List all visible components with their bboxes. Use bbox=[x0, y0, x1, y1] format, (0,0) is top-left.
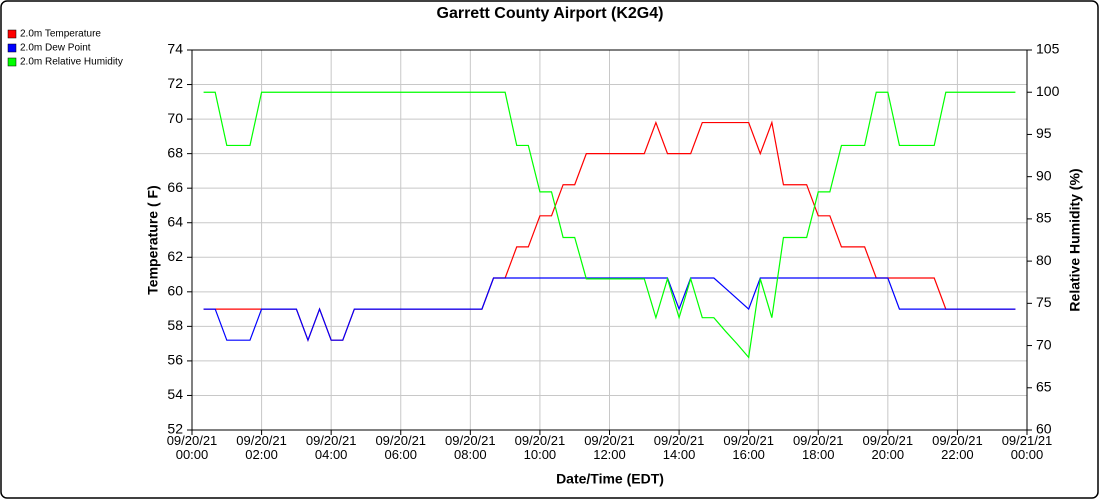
y2-axis-label: Relative Humidity (%) bbox=[1067, 168, 1083, 311]
y2-tick-label: 75 bbox=[1036, 294, 1052, 310]
y2-tick-label: 85 bbox=[1036, 210, 1052, 226]
y-tick-label: 58 bbox=[167, 317, 183, 333]
legend-label: 2.0m Dew Point bbox=[20, 43, 91, 54]
y-tick-label: 70 bbox=[167, 110, 183, 126]
y-tick-label: 56 bbox=[167, 352, 183, 368]
y-tick-label: 54 bbox=[167, 386, 183, 402]
x-tick-label: 09/20/21 20:00 bbox=[862, 433, 914, 462]
x-tick-label: 09/20/21 16:00 bbox=[723, 433, 774, 462]
x-tick-label: 09/20/21 02:00 bbox=[236, 433, 287, 462]
y-tick-label: 52 bbox=[167, 421, 183, 437]
series-line bbox=[203, 91, 1016, 359]
x-tick-label: 09/20/21 14:00 bbox=[653, 433, 705, 462]
y-tick-label: 72 bbox=[167, 75, 183, 91]
y-axis-label: Temperature ( F) bbox=[145, 185, 161, 294]
x-tick-label: 09/20/21 10:00 bbox=[514, 433, 566, 462]
y-tick-label: 64 bbox=[167, 213, 183, 229]
y2-tick-label: 70 bbox=[1036, 336, 1052, 352]
x-tick-label: 09/20/21 22:00 bbox=[932, 433, 983, 462]
y-tick-label: 74 bbox=[167, 41, 183, 57]
y2-tick-label: 65 bbox=[1036, 378, 1052, 394]
y2-tick-label: 95 bbox=[1036, 125, 1052, 141]
chart-title: Garrett County Airport (K2G4) bbox=[437, 5, 664, 22]
y-tick-label: 66 bbox=[167, 179, 183, 195]
y-tick-label: 62 bbox=[167, 248, 183, 264]
legend-label: 2.0m Relative Humidity bbox=[20, 57, 123, 68]
x-tick-label: 09/20/21 06:00 bbox=[375, 433, 427, 462]
y2-tick-label: 90 bbox=[1036, 167, 1052, 183]
y2-tick-label: 100 bbox=[1036, 83, 1060, 99]
x-tick-label: 09/20/21 00:00 bbox=[166, 433, 218, 462]
x-axis-label: Date/Time (EDT) bbox=[556, 471, 664, 487]
series-line bbox=[203, 277, 1016, 342]
y2-tick-label: 80 bbox=[1036, 252, 1052, 268]
y-tick-label: 60 bbox=[167, 283, 183, 299]
x-tick-label: 09/21/21 00:00 bbox=[1001, 433, 1053, 462]
x-tick-label: 09/20/21 18:00 bbox=[792, 433, 844, 462]
legend-swatch bbox=[7, 29, 17, 39]
y2-tick-label: 60 bbox=[1036, 421, 1052, 437]
y-tick-label: 68 bbox=[167, 144, 183, 160]
y2-tick-label: 105 bbox=[1036, 41, 1060, 57]
legend-label: 2.0m Temperature bbox=[20, 29, 101, 40]
legend-swatch bbox=[7, 57, 17, 67]
plot-border bbox=[191, 49, 1028, 431]
x-tick-label: 09/20/21 08:00 bbox=[445, 433, 496, 462]
x-tick-label: 09/20/21 12:00 bbox=[584, 433, 635, 462]
legend-swatch bbox=[7, 43, 17, 53]
x-tick-label: 09/20/21 04:00 bbox=[305, 433, 357, 462]
